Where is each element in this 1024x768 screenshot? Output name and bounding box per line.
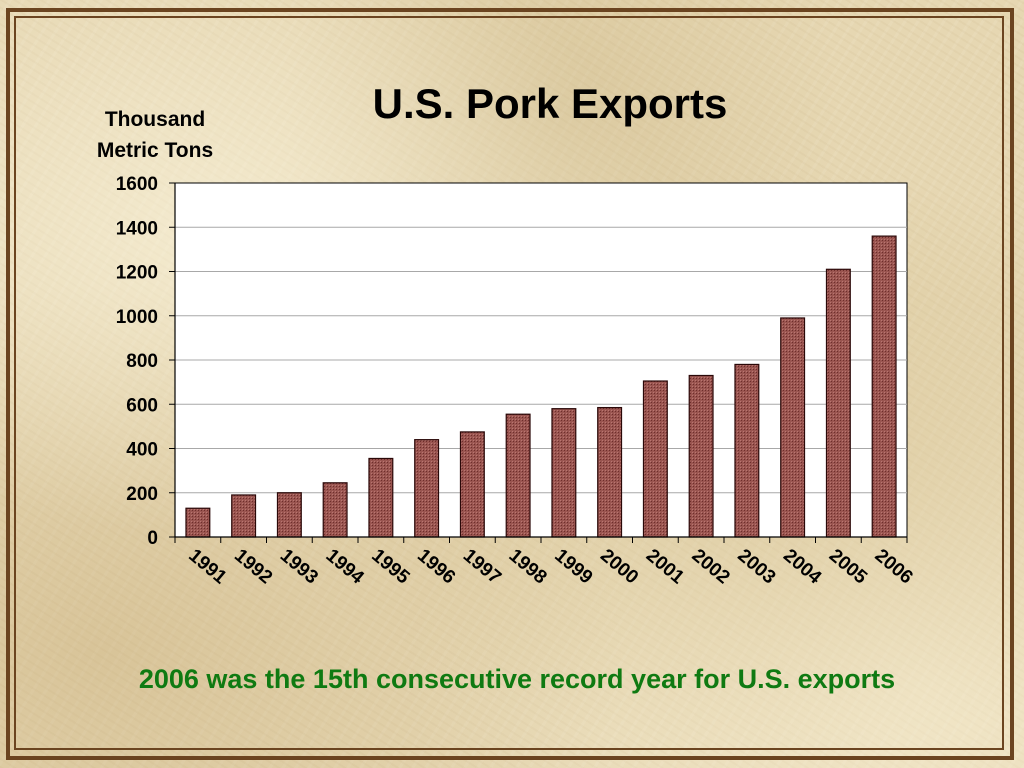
y-tick-label: 1600 bbox=[116, 174, 158, 195]
x-tick-label: 2001 bbox=[642, 545, 688, 589]
bar-1991 bbox=[185, 507, 211, 538]
x-tick-label: 2004 bbox=[779, 545, 825, 589]
slide-frame-inner bbox=[14, 16, 1004, 750]
bar-1999 bbox=[551, 408, 577, 538]
bar-2003 bbox=[734, 363, 760, 538]
x-tick-label: 1997 bbox=[459, 545, 505, 588]
bar-2006 bbox=[871, 235, 897, 538]
bar-2005 bbox=[825, 268, 851, 538]
x-tick-label: 2005 bbox=[825, 545, 871, 589]
y-axis-label: Thousand Metric Tons bbox=[70, 104, 240, 166]
y-tick-labels: 0 200 400 600 800 1000 1200 1400 1600 bbox=[116, 174, 158, 549]
bar-2002 bbox=[688, 374, 714, 538]
slide-caption: 2006 was the 15th consecutive record yea… bbox=[138, 664, 896, 694]
bar-2004 bbox=[780, 317, 806, 538]
y-tick-label: 400 bbox=[126, 440, 158, 461]
x-tick-label: 2002 bbox=[688, 545, 734, 588]
x-tick-label: 1992 bbox=[230, 545, 276, 588]
x-tick-label: 1994 bbox=[322, 545, 368, 589]
x-tick-label: 2000 bbox=[596, 545, 642, 588]
bar-1995 bbox=[368, 457, 394, 538]
x-tick-label: 1995 bbox=[367, 545, 413, 589]
x-tick-label: 1998 bbox=[505, 545, 551, 588]
y-axis-label-line-2: Metric Tons bbox=[96, 139, 214, 162]
y-tick-label: 1000 bbox=[116, 307, 158, 328]
bar-1992 bbox=[231, 494, 257, 538]
y-tick-label: 600 bbox=[126, 395, 158, 416]
x-tick-label: 1991 bbox=[184, 545, 230, 589]
x-tick-label: 1999 bbox=[550, 545, 596, 588]
y-tick-label: 1200 bbox=[116, 263, 158, 284]
x-tick-label: 2003 bbox=[733, 545, 779, 588]
bars bbox=[185, 235, 897, 538]
x-tick-label: 1993 bbox=[276, 545, 322, 588]
bar-1996 bbox=[414, 439, 440, 538]
bar-2000 bbox=[597, 406, 623, 538]
y-axis-label-line-1: Thousand bbox=[104, 108, 206, 131]
bar-1997 bbox=[459, 431, 485, 538]
bar-2001 bbox=[642, 380, 668, 538]
bar-1998 bbox=[505, 413, 531, 538]
slide-frame-outer bbox=[6, 8, 1014, 760]
bar-1993 bbox=[276, 492, 302, 538]
y-tick-label: 1400 bbox=[116, 218, 158, 239]
y-tick-label: 200 bbox=[126, 484, 158, 505]
x-tick-label: 2006 bbox=[871, 545, 917, 588]
chart-title: U.S. Pork Exports bbox=[372, 80, 728, 127]
y-tick-label: 0 bbox=[147, 528, 158, 549]
bar-1994 bbox=[322, 482, 348, 538]
x-tick-label: 1996 bbox=[413, 545, 459, 588]
y-tick-label: 800 bbox=[126, 351, 158, 372]
axes bbox=[169, 182, 908, 543]
x-tick-labels: 1991 1992 1993 1994 1995 1996 1997 1998 1999 2000… bbox=[184, 545, 916, 589]
